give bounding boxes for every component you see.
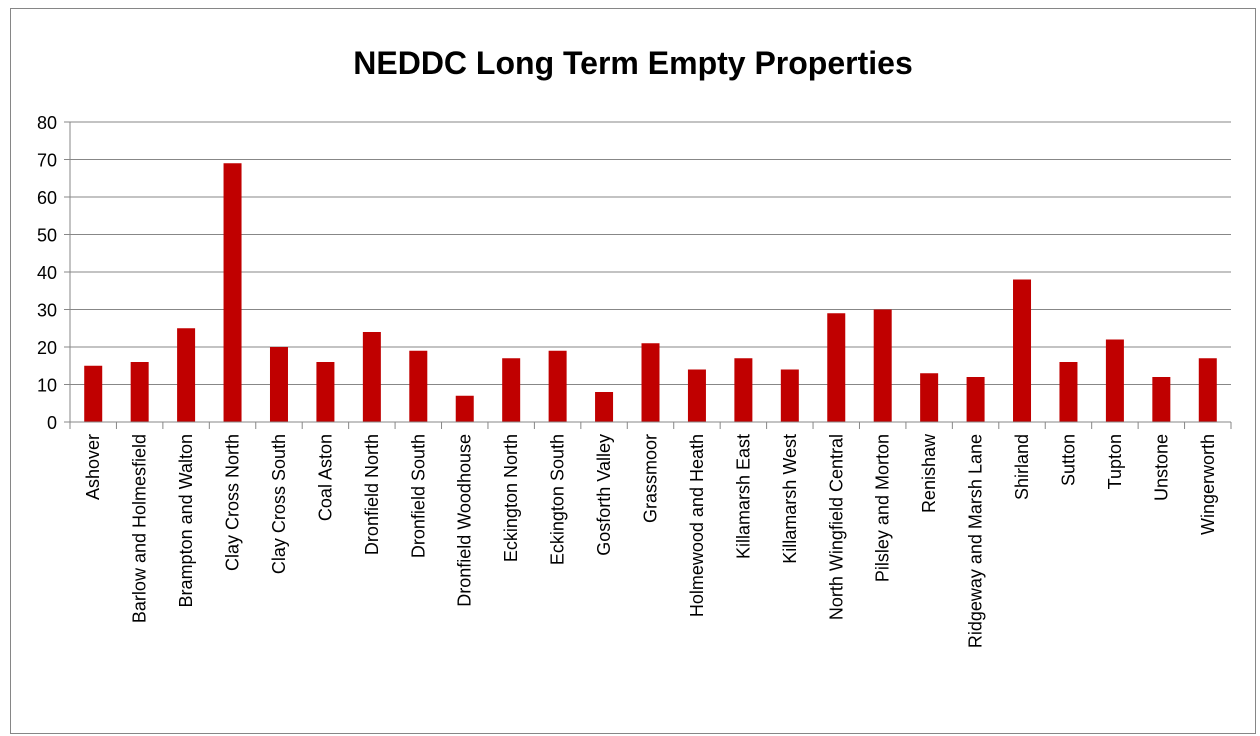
bar <box>84 365 103 422</box>
x-tick-label: Brampton and Walton <box>176 434 196 607</box>
bar <box>362 332 381 422</box>
x-tick-label: Dronfield South <box>408 434 428 558</box>
bar <box>1105 339 1124 422</box>
x-tick-label: Ashover <box>83 434 103 500</box>
bar <box>873 309 892 422</box>
bar <box>223 163 242 422</box>
bar <box>687 369 706 422</box>
bar <box>316 362 335 422</box>
bar <box>920 373 939 422</box>
x-tick-label: Renishaw <box>919 433 939 513</box>
x-tick-label: Wingerworth <box>1198 434 1218 535</box>
y-tick-label: 40 <box>37 263 57 283</box>
bar <box>734 358 753 422</box>
bar <box>827 313 846 422</box>
x-tick-label: Barlow and Holmesfield <box>130 434 150 623</box>
x-tick-label: Eckington North <box>501 434 521 562</box>
y-axis-ticks: 0 10 20 30 40 50 60 70 80 <box>37 113 70 433</box>
y-tick-label: 50 <box>37 226 57 246</box>
x-tick-label: Dronfield North <box>362 434 382 555</box>
bar <box>1152 377 1171 422</box>
x-tick-label: Clay Cross North <box>223 434 243 571</box>
bar <box>548 350 567 422</box>
bar <box>409 350 428 422</box>
x-tick-label: Clay Cross South <box>269 434 289 574</box>
x-tick-label: Unstone <box>1151 434 1171 501</box>
x-tick-label: North Wingfield Central <box>826 434 846 620</box>
y-tick-label: 0 <box>47 413 57 433</box>
bar <box>780 369 799 422</box>
x-axis-ticks: Ashover Barlow and Holmesfield Brampton an… <box>69 422 1232 648</box>
y-tick-label: 80 <box>37 113 57 133</box>
bar <box>455 395 474 422</box>
gridlines <box>70 121 1231 385</box>
y-tick-label: 20 <box>37 338 57 358</box>
x-tick-label: Dronfield Woodhouse <box>455 434 475 607</box>
bar-chart: NEDDC Long Term Empty Properties 0 10 20 30… <box>37 45 1232 648</box>
bar <box>1059 362 1078 422</box>
bar <box>177 328 196 422</box>
bar <box>1198 358 1217 422</box>
bar <box>1013 279 1032 422</box>
bar <box>595 392 614 422</box>
y-tick-label: 60 <box>37 188 57 208</box>
x-tick-label: Ridgeway and Marsh Lane <box>966 434 986 648</box>
x-tick-label: Holmewood and Heath <box>687 434 707 617</box>
x-tick-label: Grassmoor <box>641 434 661 523</box>
bars <box>84 163 1217 422</box>
y-tick-label: 70 <box>37 151 57 171</box>
y-tick-label: 30 <box>37 301 57 321</box>
x-tick-label: Coal Aston <box>315 434 335 521</box>
chart-title: NEDDC Long Term Empty Properties <box>353 45 912 81</box>
x-tick-label: Eckington South <box>548 434 568 565</box>
bar <box>269 347 288 422</box>
bar <box>502 358 521 422</box>
x-tick-label: Killamarsh East <box>733 434 753 559</box>
bar <box>641 343 660 422</box>
bar <box>966 377 985 422</box>
x-tick-label: Tupton <box>1105 434 1125 489</box>
chart-frame: NEDDC Long Term Empty Properties 0 10 20 30… <box>10 8 1256 734</box>
bar <box>130 362 149 422</box>
x-tick-label: Gosforth Valley <box>594 434 614 556</box>
x-tick-label: Pilsley and Morton <box>873 434 893 582</box>
x-tick-label: Sutton <box>1058 434 1078 486</box>
x-tick-label: Shirland <box>1012 434 1032 500</box>
y-tick-label: 10 <box>37 376 57 396</box>
axes <box>69 122 1231 423</box>
x-tick-label: Killamarsh West <box>780 434 800 564</box>
